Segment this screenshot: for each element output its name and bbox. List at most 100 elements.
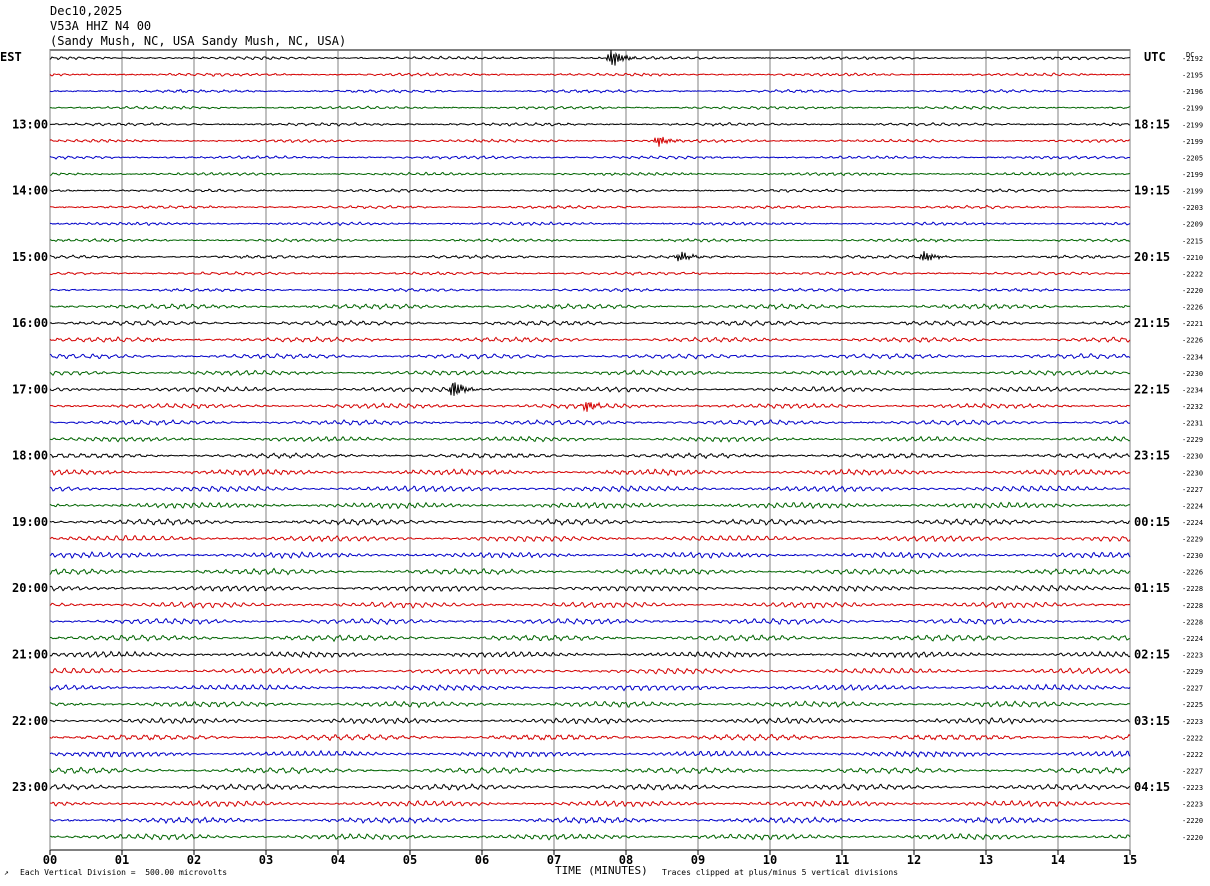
x-tick-label: 12	[907, 853, 921, 867]
dc-offset-label: -2226	[1182, 569, 1203, 577]
dc-offset-label: -2226	[1182, 304, 1203, 312]
right-hour-label: 03:15	[1134, 714, 1170, 728]
scale-icon: ↗	[4, 868, 9, 877]
seismic-trace	[49, 567, 1131, 576]
seismic-trace	[49, 72, 1131, 77]
seismic-trace	[49, 155, 1131, 160]
seismic-trace	[49, 783, 1131, 792]
dc-offset-label: -2220	[1182, 834, 1203, 842]
dc-offset-label: -2199	[1182, 105, 1203, 113]
x-tick-label: 05	[403, 853, 417, 867]
dc-offset-label: -2231	[1182, 420, 1203, 428]
left-hour-label: 22:00	[12, 714, 48, 728]
seismic-trace	[50, 833, 1131, 841]
dc-offset-label: -2224	[1182, 502, 1203, 510]
date-label: Dec10,2025	[50, 4, 123, 18]
dc-offset-label: -2203	[1182, 204, 1203, 212]
dc-offset-label: -2230	[1182, 370, 1203, 378]
seismic-trace	[49, 50, 1131, 66]
seismic-trace	[49, 700, 1131, 709]
x-tick-label: 13	[979, 853, 993, 867]
seismic-trace	[49, 501, 1131, 510]
left-hour-label: 18:00	[12, 449, 48, 463]
dc-offset-label: -2227	[1182, 768, 1203, 776]
division-note: Each Vertical Division = 500.00 microvol…	[20, 868, 228, 877]
seismic-trace	[49, 105, 1131, 110]
seismic-trace	[49, 122, 1131, 127]
seismic-trace	[49, 221, 1131, 227]
seismic-trace	[49, 601, 1131, 609]
dc-label: DC	[1186, 51, 1194, 59]
left-hour-label: 15:00	[12, 250, 48, 264]
seismic-trace	[49, 251, 1131, 262]
seismic-trace	[49, 617, 1131, 626]
dc-offset-label: -2210	[1182, 254, 1203, 262]
dc-offset-label: -2229	[1182, 668, 1203, 676]
seismic-trace	[49, 717, 1131, 725]
seismic-trace	[49, 799, 1131, 808]
seismic-trace	[49, 584, 1131, 593]
dc-offset-label: -2230	[1182, 453, 1203, 461]
left-hour-label: 20:00	[12, 581, 48, 595]
seismic-trace	[49, 634, 1131, 643]
seismic-trace	[49, 518, 1131, 526]
seismic-trace	[49, 485, 1131, 493]
dc-offset-label: -2215	[1182, 237, 1203, 245]
left-hour-label: 23:00	[12, 780, 48, 794]
dc-offset-label: -2223	[1182, 784, 1203, 792]
seismic-trace	[49, 136, 1131, 147]
x-tick-label: 10	[763, 853, 777, 867]
x-tick-label: 09	[691, 853, 705, 867]
right-hour-label: 04:15	[1134, 780, 1170, 794]
seismic-trace	[49, 749, 1131, 759]
seismic-trace	[49, 287, 1131, 293]
dc-offset-label: -2222	[1182, 751, 1203, 759]
seismic-trace	[49, 237, 1131, 243]
right-hour-label: 18:15	[1134, 117, 1170, 131]
x-axis-title: TIME (MINUTES)	[555, 864, 648, 877]
left-hour-label: 19:00	[12, 515, 48, 529]
dc-offset-label: -2192	[1182, 55, 1203, 63]
location-label: (Sandy Mush, NC, USA Sandy Mush, NC, USA…	[50, 34, 347, 48]
x-tick-label: 03	[259, 853, 273, 867]
seismic-trace	[49, 683, 1131, 692]
left-hour-label: 17:00	[12, 382, 48, 396]
seismic-trace	[49, 401, 1130, 412]
left-hour-label: 16:00	[12, 316, 48, 330]
x-tick-label: 02	[187, 853, 201, 867]
dc-offset-label: -2199	[1182, 188, 1203, 196]
dc-offset-label: -2226	[1182, 337, 1203, 345]
dc-offset-label: -2220	[1182, 287, 1203, 295]
seismic-trace	[49, 534, 1131, 543]
right-timezone-label: UTC	[1144, 50, 1166, 64]
dc-offset-label: -2222	[1182, 270, 1203, 278]
dc-offset-label: -2209	[1182, 221, 1203, 229]
left-hour-label: 13:00	[12, 117, 48, 131]
right-hour-label: 02:15	[1134, 648, 1170, 662]
dc-offset-label: -2224	[1182, 635, 1203, 643]
dc-offset-label: -2229	[1182, 436, 1203, 444]
dc-offset-label: -2227	[1182, 486, 1203, 494]
dc-offset-label: -2228	[1182, 585, 1203, 593]
dc-offset-label: -2199	[1182, 138, 1203, 146]
x-tick-label: 15	[1123, 853, 1137, 867]
dc-offset-label: -2228	[1182, 618, 1203, 626]
seismic-trace	[49, 336, 1131, 343]
left-hour-label: 21:00	[12, 648, 48, 662]
seismic-trace	[49, 667, 1131, 675]
seismic-trace	[49, 766, 1131, 775]
clip-note: Traces clipped at plus/minus 5 vertical …	[662, 868, 899, 877]
station-label: V53A HHZ N4 00	[50, 19, 152, 33]
x-tick-label: 07	[547, 853, 561, 867]
x-tick-label: 11	[835, 853, 849, 867]
x-tick-label: 14	[1051, 853, 1065, 867]
dc-offset-label: -2199	[1182, 121, 1203, 129]
dc-offset-label: -2228	[1182, 602, 1203, 610]
right-hour-label: 00:15	[1134, 515, 1170, 529]
left-timezone-label: EST	[0, 50, 22, 64]
dc-offset-label: -2234	[1182, 353, 1203, 361]
left-hour-label: 14:00	[12, 184, 48, 198]
seismic-trace	[49, 733, 1131, 742]
seismic-trace	[49, 270, 1131, 276]
right-hour-label: 20:15	[1134, 250, 1170, 264]
